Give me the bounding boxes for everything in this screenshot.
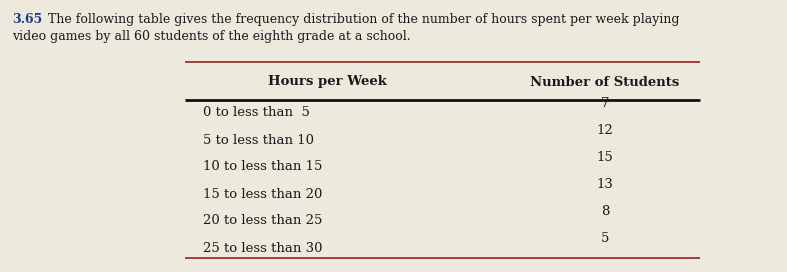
- Text: 15 to less than 20: 15 to less than 20: [203, 187, 323, 200]
- Text: 20 to less than 25: 20 to less than 25: [203, 215, 323, 227]
- Text: 25 to less than 30: 25 to less than 30: [203, 242, 323, 255]
- Text: video games by all 60 students of the eighth grade at a school.: video games by all 60 students of the ei…: [12, 30, 411, 43]
- Text: 7: 7: [600, 97, 609, 110]
- Text: 12: 12: [597, 124, 613, 137]
- Text: 15: 15: [597, 151, 613, 164]
- Text: The following table gives the frequency distribution of the number of hours spen: The following table gives the frequency …: [48, 13, 679, 26]
- Text: Number of Students: Number of Students: [530, 76, 680, 88]
- Text: 8: 8: [600, 205, 609, 218]
- Text: 5: 5: [600, 232, 609, 245]
- Text: 3.65: 3.65: [12, 13, 42, 26]
- Text: 10 to less than 15: 10 to less than 15: [203, 160, 323, 174]
- Text: 0 to less than  5: 0 to less than 5: [203, 107, 310, 119]
- Text: 5 to less than 10: 5 to less than 10: [203, 134, 314, 147]
- Text: Hours per Week: Hours per Week: [268, 76, 387, 88]
- Text: 13: 13: [597, 178, 613, 191]
